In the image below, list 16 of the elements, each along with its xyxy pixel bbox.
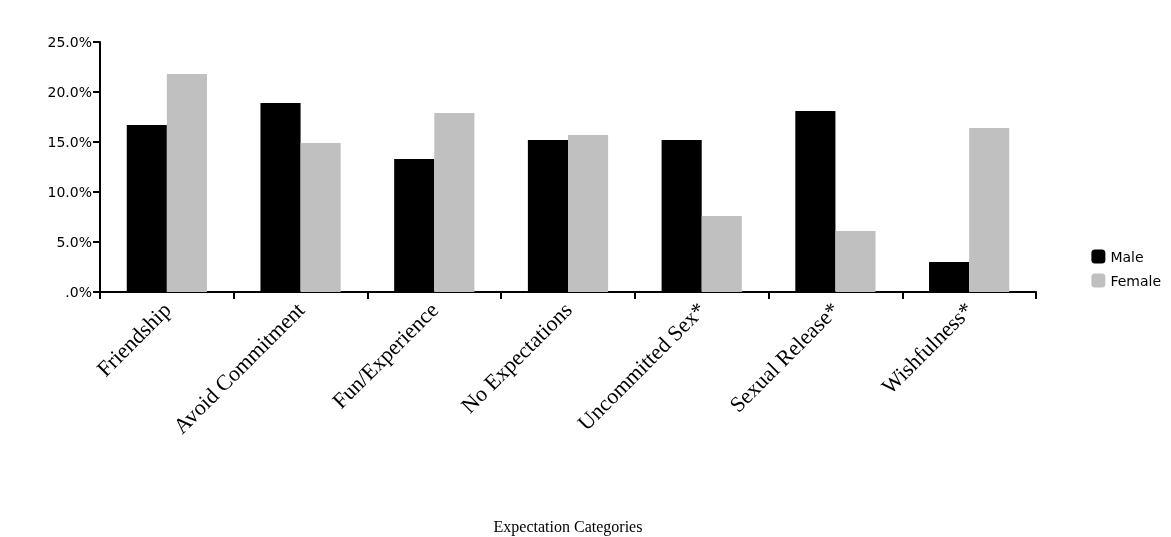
y-tick-label: 20.0% <box>47 84 92 100</box>
bar <box>835 231 876 292</box>
bar <box>568 135 609 292</box>
y-tick-label: .0% <box>65 284 92 300</box>
bar <box>434 113 475 292</box>
x-axis-title: Expectation Categories <box>493 517 643 536</box>
y-tick-label: 5.0% <box>56 234 92 250</box>
bar <box>969 128 1010 292</box>
bar <box>701 216 742 292</box>
bar <box>166 74 207 292</box>
y-tick-label: 10.0% <box>47 184 92 200</box>
y-tick-label: 25.0% <box>47 34 92 50</box>
legend-label: Male <box>1110 248 1144 265</box>
y-tick-label: 15.0% <box>47 134 92 150</box>
legend-label: Female <box>1110 272 1161 289</box>
bar <box>300 143 341 292</box>
